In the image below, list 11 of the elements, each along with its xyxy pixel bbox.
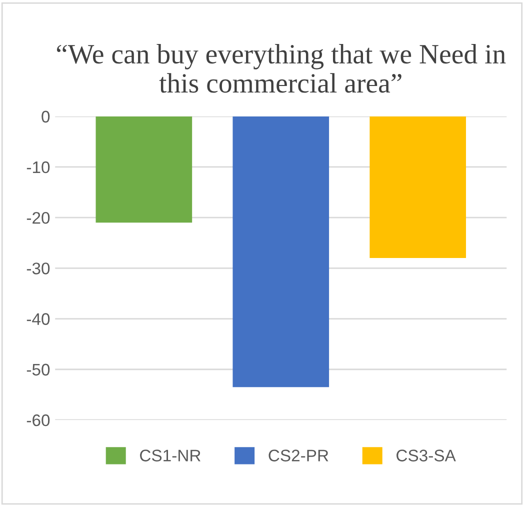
y-tick-label: -20 [26, 212, 50, 224]
y-tick-label: -40 [26, 313, 50, 325]
y-tick-label: -30 [26, 262, 50, 274]
y-tick-label: -50 [26, 364, 50, 376]
y-tick-label: 0 [42, 110, 50, 123]
y-tick-label: -10 [26, 161, 50, 174]
legend-label: CS3-SA [396, 450, 456, 462]
legend-label: CS1-NR [140, 450, 200, 462]
legend-label: CS2-PR [268, 450, 328, 462]
y-tick-label: -60 [26, 414, 50, 426]
chart-title: “We can buy everything that we Need in this commercial area” [56, 44, 506, 93]
